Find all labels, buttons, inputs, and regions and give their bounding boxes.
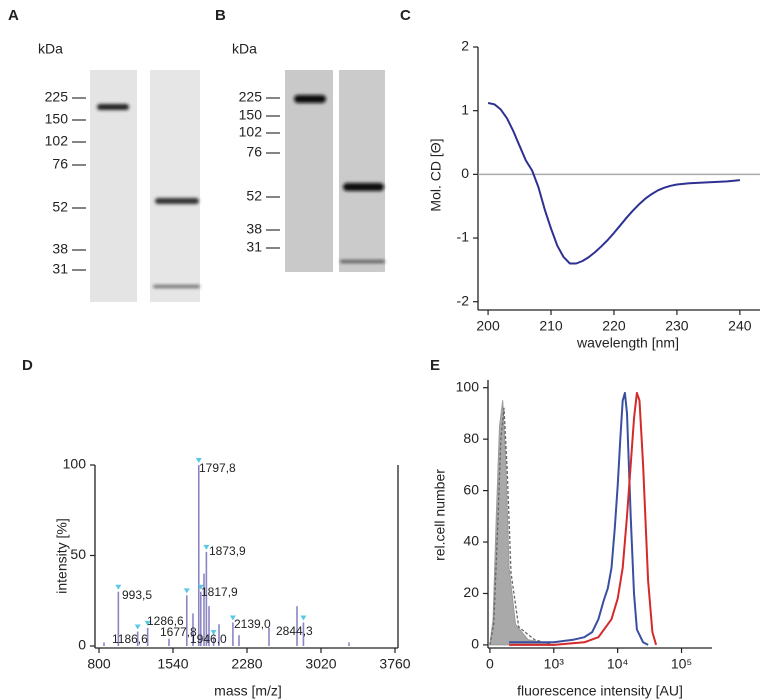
x-axis-label: fluorescence intensity [AU] xyxy=(517,683,683,699)
blot-band xyxy=(97,104,129,110)
blot-band xyxy=(343,183,384,191)
y-tick-label: 0 xyxy=(471,636,479,652)
peak-marker xyxy=(115,584,122,590)
x-axis-label: wavelength [nm] xyxy=(576,335,679,351)
peak-marker xyxy=(134,624,141,630)
y-tick-label: 40 xyxy=(463,533,479,549)
x-tick-label: 240 xyxy=(728,318,752,334)
x-tick-label: 1540 xyxy=(157,656,188,672)
y-tick-label: 60 xyxy=(463,481,479,497)
peak-label: 1677,8 xyxy=(160,625,197,639)
y-tick-label: -2 xyxy=(457,292,470,308)
marker-label: 150 xyxy=(45,111,69,127)
peak-label: 1797,8 xyxy=(199,461,236,475)
y-axis-label: intensity [%] xyxy=(54,518,70,593)
peak-marker xyxy=(195,458,202,463)
peak-marker xyxy=(197,584,204,590)
blot-lane xyxy=(285,70,333,272)
peak-label: 1817,9 xyxy=(201,585,238,599)
blot-band xyxy=(340,260,385,263)
x-tick-label: 800 xyxy=(87,656,111,672)
y-axis-label: Mol. CD [Θ] xyxy=(428,138,444,211)
marker-label: 76 xyxy=(52,156,68,172)
x-tick-label: 210 xyxy=(539,318,563,334)
unit-label: kDa xyxy=(38,41,63,57)
peak-label: 1286,6 xyxy=(147,614,184,628)
peak-label: 1873,9 xyxy=(209,544,246,558)
x-tick-label: 10³ xyxy=(544,656,565,672)
blot-band xyxy=(153,285,200,288)
y-tick-label: 20 xyxy=(463,584,479,600)
x-tick-label: 200 xyxy=(476,318,500,334)
peak-marker xyxy=(183,588,190,594)
y-tick-label: 2 xyxy=(461,38,469,54)
marker-label: 225 xyxy=(45,89,69,105)
line xyxy=(509,391,649,646)
x-tick-label: 0 xyxy=(486,656,494,672)
x-tick-label: 2280 xyxy=(231,656,262,672)
peak-label: 1946,0 xyxy=(190,632,227,646)
y-axis-label: rel.cell number xyxy=(432,469,448,561)
y-tick-label: 100 xyxy=(63,456,87,472)
marker-label: 76 xyxy=(246,144,262,160)
marker-label: 150 xyxy=(239,107,263,123)
panel-label: A xyxy=(8,7,19,24)
peak-marker xyxy=(229,615,236,621)
x-tick-label: 3760 xyxy=(379,656,410,672)
marker-label: 38 xyxy=(246,221,262,237)
area xyxy=(489,400,555,646)
panel-label: E xyxy=(430,357,440,374)
marker-label: 38 xyxy=(52,241,68,257)
y-tick-label: 100 xyxy=(456,378,480,394)
peak-label: 2139,0 xyxy=(234,617,271,631)
x-tick-label: 3020 xyxy=(305,656,336,672)
x-tick-label: 10⁴ xyxy=(607,656,629,672)
y-tick-label: -1 xyxy=(457,229,470,245)
y-tick-label: 0 xyxy=(78,637,86,653)
y-tick-label: 1 xyxy=(461,101,469,117)
peak-label: 2844,3 xyxy=(276,624,313,638)
x-tick-label: 230 xyxy=(665,318,689,334)
peak-marker xyxy=(203,544,210,550)
y-tick-label: 80 xyxy=(463,430,479,446)
x-axis-label: mass [m/z] xyxy=(214,683,282,699)
marker-label: 225 xyxy=(239,89,263,105)
marker-label: 102 xyxy=(45,133,69,149)
line xyxy=(509,391,658,646)
peak-label: 993,5 xyxy=(122,588,152,602)
line xyxy=(487,102,741,265)
y-tick-label: 50 xyxy=(70,546,86,562)
x-tick-label: 10⁵ xyxy=(671,656,692,672)
peak-marker xyxy=(210,629,217,635)
x-tick-label: 220 xyxy=(602,318,626,334)
y-tick-label: 0 xyxy=(461,165,469,181)
marker-label: 102 xyxy=(239,124,263,140)
marker-label: 31 xyxy=(52,261,68,277)
peak-marker xyxy=(300,615,307,621)
blot-lane xyxy=(150,70,200,302)
peak-marker xyxy=(144,620,151,626)
unit-label: kDa xyxy=(232,41,257,57)
marker-label: 52 xyxy=(246,188,262,204)
blot-band xyxy=(294,95,326,103)
peak-label: 1186,6 xyxy=(112,632,148,646)
marker-label: 52 xyxy=(52,199,68,215)
blot-lane xyxy=(339,70,385,272)
blot-band xyxy=(155,198,199,204)
panel-label: C xyxy=(400,7,411,24)
panel-label: D xyxy=(22,357,33,374)
panel-label: B xyxy=(215,7,226,24)
marker-label: 31 xyxy=(246,239,262,255)
line xyxy=(489,407,554,646)
